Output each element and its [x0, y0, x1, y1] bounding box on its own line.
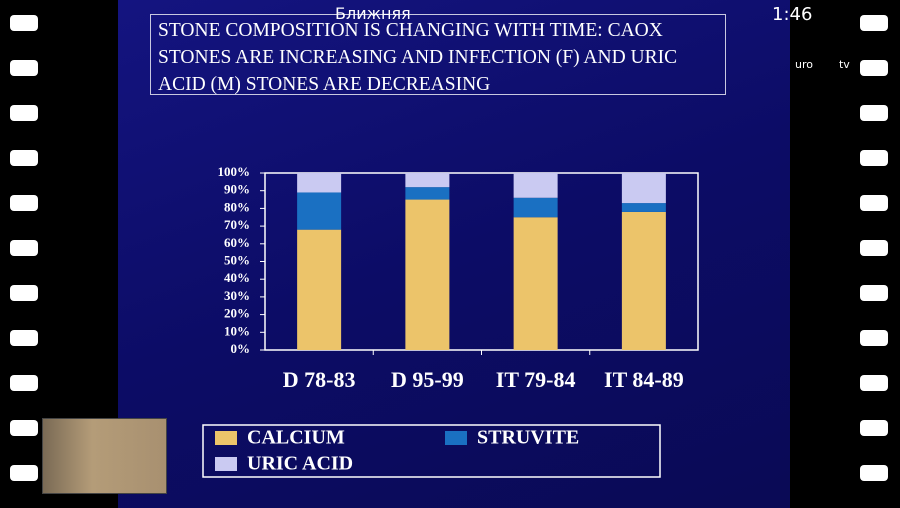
film-hole — [10, 465, 38, 481]
x-tick-label: D 78-83 — [282, 367, 356, 392]
y-tick-label: 60% — [224, 235, 250, 250]
legend-box — [202, 424, 661, 478]
y-tick-label: 30% — [224, 288, 250, 303]
logo-left: uro — [795, 58, 813, 71]
film-hole — [860, 375, 888, 391]
film-hole — [10, 285, 38, 301]
film-hole — [860, 195, 888, 211]
bar-segment — [513, 197, 558, 218]
bar-segment — [405, 199, 450, 350]
film-hole — [10, 375, 38, 391]
y-tick-label: 90% — [224, 182, 250, 197]
x-tick-label: IT 79-84 — [495, 367, 576, 392]
x-tick-label: D 95-99 — [391, 367, 464, 392]
legend-swatch — [215, 457, 237, 471]
bar-segment — [621, 203, 666, 212]
film-hole — [860, 330, 888, 346]
film-hole — [10, 240, 38, 256]
logo: uro tv — [795, 58, 876, 71]
bar-segment — [405, 173, 450, 188]
film-hole — [10, 420, 38, 436]
film-hole — [860, 240, 888, 256]
legend-swatch — [445, 431, 467, 445]
film-hole — [10, 195, 38, 211]
film-hole — [860, 105, 888, 121]
legend-label: URIC ACID — [247, 453, 353, 475]
legend-swatch — [215, 431, 237, 445]
overlay-label[interactable]: Ближняя — [335, 4, 411, 23]
y-tick-label: 20% — [224, 306, 250, 321]
y-tick-label: 0% — [231, 341, 251, 356]
film-hole — [10, 60, 38, 76]
camera-inset — [42, 418, 167, 494]
film-hole — [860, 465, 888, 481]
legend-label: STRUVITE — [477, 427, 579, 449]
y-tick-label: 50% — [224, 252, 250, 267]
bar-segment — [405, 187, 450, 200]
chart-title: STONE COMPOSITION IS CHANGING WITH TIME:… — [150, 14, 726, 95]
bar-segment — [297, 173, 342, 193]
time: 1:46 — [772, 4, 813, 25]
bar-segment — [297, 192, 342, 230]
bar-segment — [513, 173, 558, 198]
film-hole — [10, 15, 38, 31]
film-hole — [10, 105, 38, 121]
film-hole — [860, 60, 888, 76]
x-tick-label: IT 84-89 — [604, 367, 684, 392]
slide — [118, 0, 790, 508]
film-hole — [860, 420, 888, 436]
y-tick-label: 40% — [224, 270, 250, 285]
logo-right: tv — [838, 58, 850, 71]
film-hole — [10, 150, 38, 166]
y-tick-label: 100% — [218, 164, 251, 179]
film-hole — [860, 15, 888, 31]
bar-segment — [621, 173, 666, 204]
film-hole — [860, 150, 888, 166]
y-tick-label: 80% — [224, 199, 250, 214]
bar-segment — [513, 217, 558, 350]
bar-segment — [297, 229, 342, 350]
film-hole — [860, 285, 888, 301]
bar-segment — [621, 211, 666, 350]
y-tick-label: 10% — [224, 323, 250, 338]
film-hole — [10, 330, 38, 346]
y-tick-label: 70% — [224, 217, 250, 232]
legend-label: CALCIUM — [247, 427, 345, 449]
